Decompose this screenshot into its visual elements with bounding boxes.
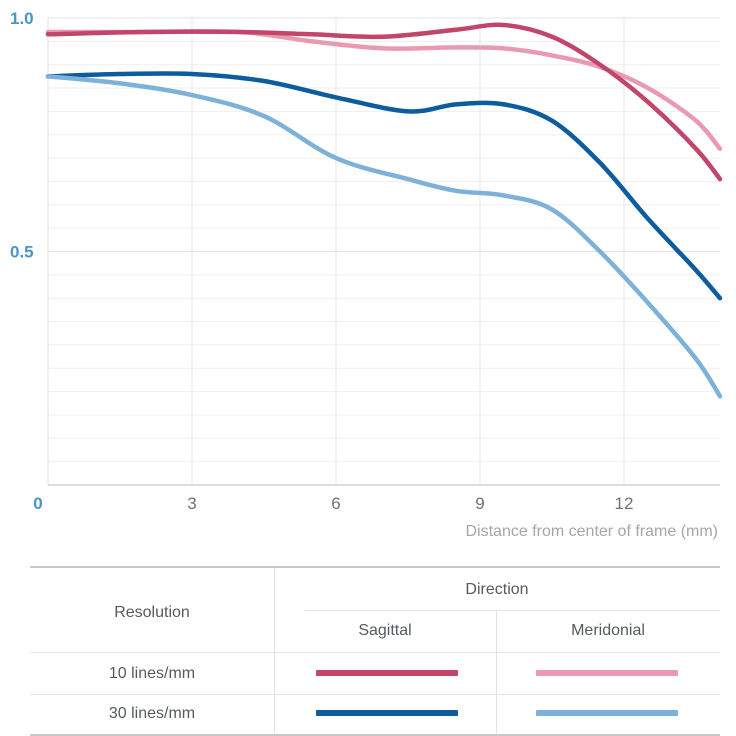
minor-gridlines — [48, 40, 720, 463]
legend-swatch-30-meridonial — [536, 710, 678, 716]
series-line-10-lines-mm-sagittal — [45, 22, 723, 182]
legend-row-30-label: 30 lines/mm — [108, 705, 196, 722]
legend-divider-direction — [496, 610, 497, 734]
mtf-chart: 0 3 6 9 12 0.5 1.0 Distance from center of fr… — [10, 9, 723, 540]
legend-swatch-30-sagittal — [316, 710, 458, 716]
legend-bottom-rule — [30, 734, 720, 736]
legend-rule-direction — [305, 610, 720, 611]
series-line-10-lines-mm-meridonial — [45, 29, 723, 152]
series-layer — [45, 22, 723, 399]
x-tick-label: 3 — [187, 494, 196, 513]
legend-top-rule — [30, 566, 720, 568]
x-tick-label: 12 — [615, 494, 634, 513]
y-tick-labels: 0.5 1.0 — [10, 9, 34, 262]
legend-row-10-label: 10 lines/mm — [108, 665, 196, 682]
legend-rule-row — [30, 694, 720, 695]
series-line-30-lines-mm-sagittal — [45, 71, 723, 301]
legend-swatch-10-sagittal — [316, 670, 458, 676]
series-line-30-lines-mm-meridonial — [45, 74, 723, 399]
x-tick-label: 9 — [475, 494, 484, 513]
legend-resolution-header: Resolution — [114, 604, 190, 621]
legend-table: Resolution Direction Sagittal Meridonial… — [30, 566, 720, 736]
x-tick-labels: 0 3 6 9 12 — [33, 494, 633, 513]
x-tick-label: 6 — [331, 494, 340, 513]
y-tick-label: 0.5 — [10, 243, 34, 262]
x-axis-label: Distance from center of frame (mm) — [466, 523, 719, 540]
legend-rule-header — [30, 652, 720, 653]
legend-direction-header: Direction — [465, 581, 529, 598]
legend-meridonial-header: Meridonial — [571, 622, 645, 639]
legend-sagittal-header: Sagittal — [358, 622, 412, 639]
legend-swatch-10-meridonial — [536, 670, 678, 676]
y-tick-label: 1.0 — [10, 9, 34, 28]
legend-divider-resolution — [274, 568, 275, 734]
x-tick-label: 0 — [33, 494, 42, 513]
